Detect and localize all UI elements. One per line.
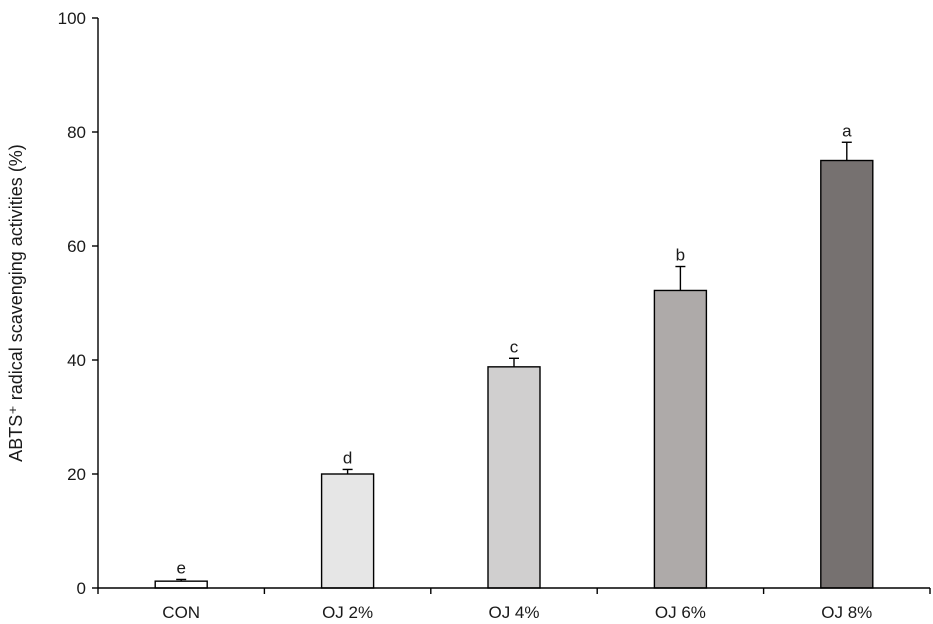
y-tick-label: 100: [58, 9, 86, 28]
x-axis: CON OJ 2% OJ 4% OJ 6% OJ 8%: [97, 588, 931, 622]
bar: [320, 473, 375, 589]
y-axis-ticks: 0 20 40 60 80 100: [58, 9, 98, 598]
x-tick-label: OJ 2%: [322, 603, 373, 622]
significance-label: a: [842, 121, 852, 140]
significance-label: d: [343, 448, 352, 467]
y-tick-label: 60: [67, 237, 86, 256]
x-tick-label: OJ 8%: [821, 603, 872, 622]
bar: [487, 366, 541, 589]
bar: [820, 159, 874, 589]
y-tick-label: 40: [67, 351, 86, 370]
y-tick-label: 80: [67, 123, 86, 142]
x-tick-label: OJ 4%: [488, 603, 539, 622]
significance-label: b: [676, 246, 685, 265]
x-tick-label: OJ 6%: [655, 603, 706, 622]
bar: [653, 289, 708, 589]
y-tick-label: 0: [77, 579, 86, 598]
significance-label: c: [510, 337, 519, 356]
bar: [154, 580, 208, 589]
y-tick-label: 20: [67, 465, 86, 484]
significance-label: e: [176, 558, 185, 577]
y-axis-label: ABTS⁺ radical scavenging activities (%): [6, 144, 26, 462]
bars: e d c b a: [154, 121, 874, 589]
x-tick-label: CON: [162, 603, 200, 622]
